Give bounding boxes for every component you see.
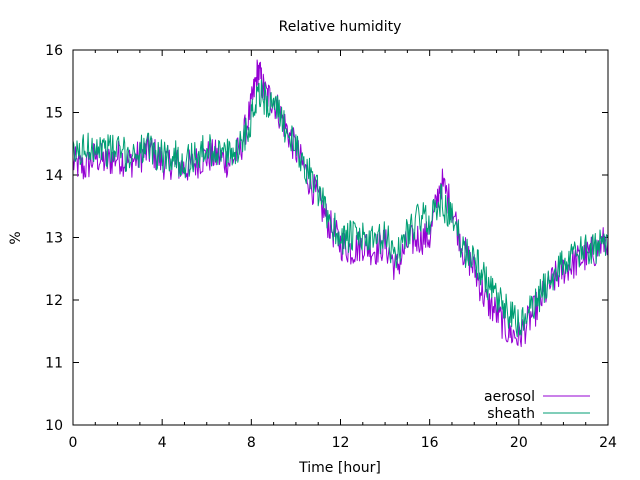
y-tick-label: 15 [45,106,63,122]
series-layer [72,59,609,348]
y-tick-label: 13 [45,231,63,247]
x-tick-label: 4 [158,435,167,451]
y-tick-label: 14 [45,168,63,184]
plot-frame [72,49,609,426]
x-tick-label: 0 [69,435,78,451]
y-tick-label: 12 [45,293,63,309]
x-tick-label: 20 [510,435,528,451]
series-line-sheath [72,79,609,338]
y-tick-label: 11 [45,356,63,372]
legend-label-aerosol: aerosol [484,389,535,405]
x-tick-label: 8 [247,435,256,451]
legend-label-sheath: sheath [487,406,535,422]
series-line-aerosol [72,59,609,348]
y-tick-label: 16 [45,43,63,59]
x-axis-label: Time [hour] [298,460,381,476]
x-tick-label: 24 [599,435,617,451]
x-tick-label: 16 [421,435,439,451]
y-axis-label: % [8,231,24,244]
chart-title: Relative humidity [279,19,402,35]
legend: aerosol sheath [484,389,590,422]
y-tick-label: 10 [45,418,63,434]
x-tick-label: 12 [332,435,350,451]
